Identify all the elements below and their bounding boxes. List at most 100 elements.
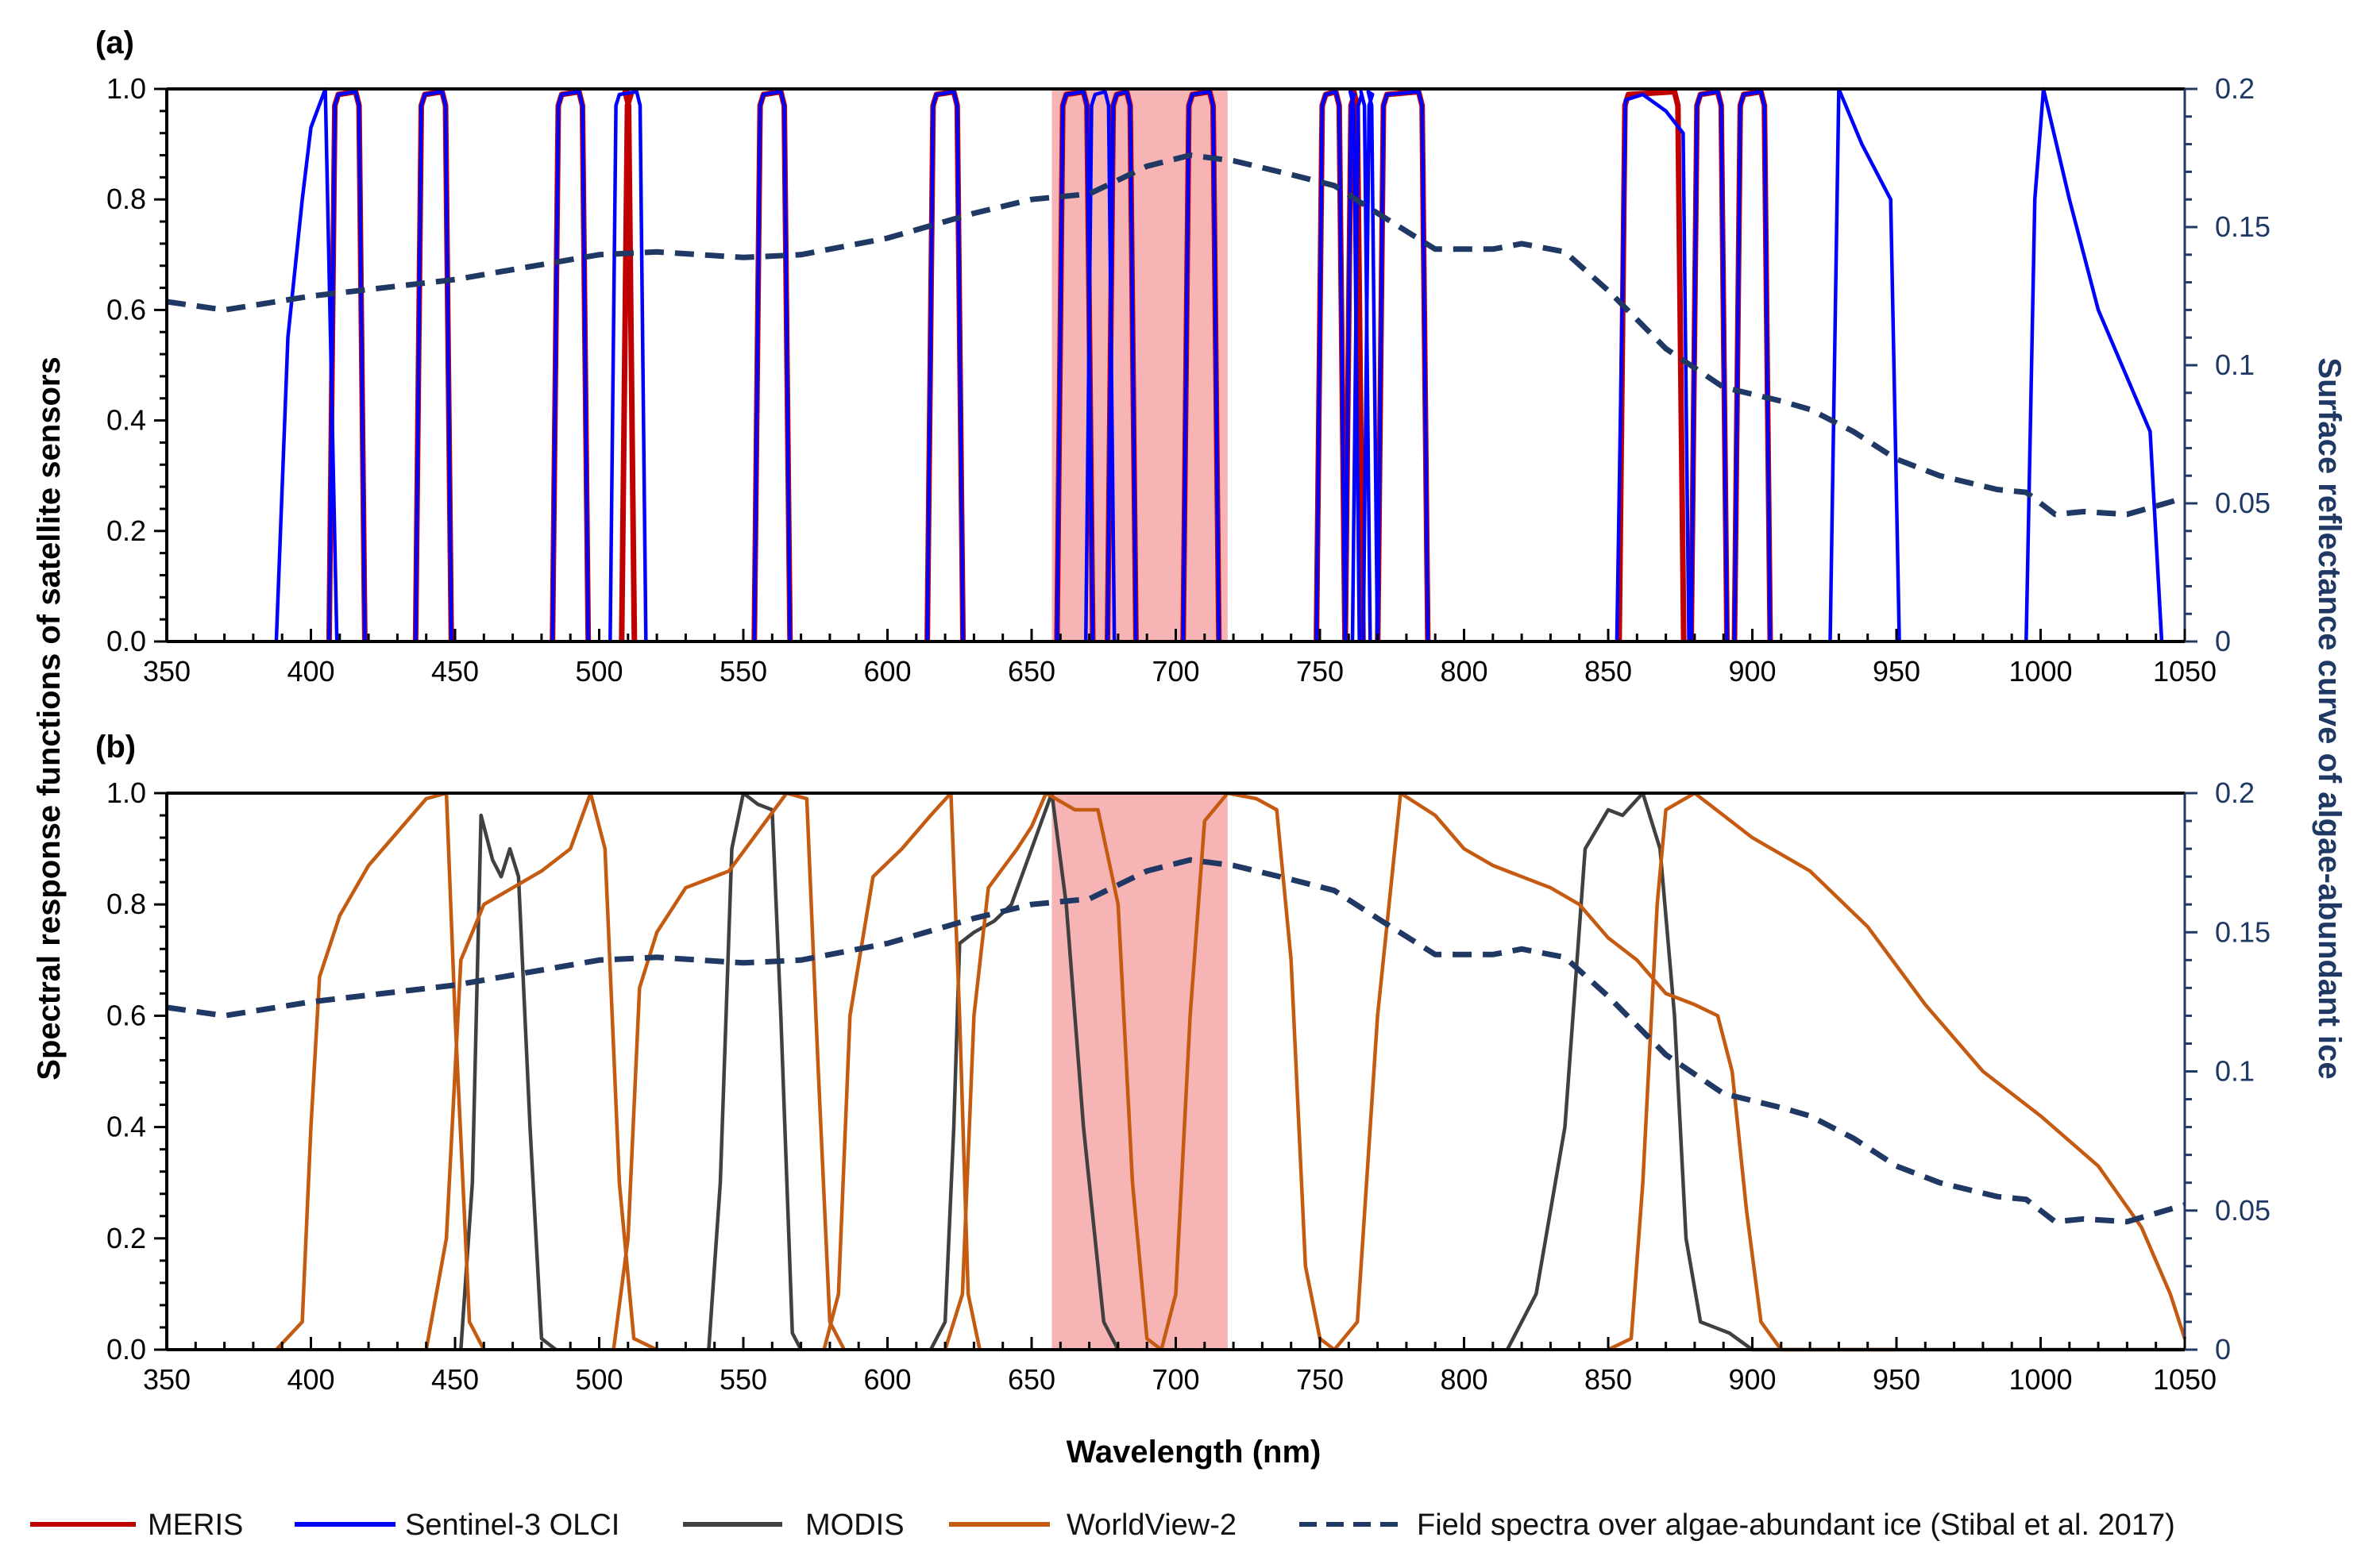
legend-label: MERIS xyxy=(148,1508,243,1542)
x-tick-label: 350 xyxy=(143,1363,191,1396)
legend: MERIS Sentinel-3 OLCI MODIS WorldView-2 Fiel… xyxy=(30,1508,2175,1542)
band-curve xyxy=(327,90,367,642)
panel-label: (b) xyxy=(95,730,136,765)
band-curve xyxy=(550,90,590,642)
band-curve xyxy=(1361,90,1379,642)
y-tick-label: 0.2 xyxy=(106,1222,146,1254)
field-spectra-line xyxy=(166,152,2186,518)
series-modis xyxy=(459,791,2185,1352)
x-tick-label: 450 xyxy=(431,655,479,688)
y2-tick-label: 0.15 xyxy=(2215,210,2271,243)
x-tick-label: 900 xyxy=(1728,655,1776,688)
x-tick-label: 850 xyxy=(1584,1363,1632,1396)
x-tick-label: 600 xyxy=(863,655,911,688)
highlight-band xyxy=(1051,89,1228,641)
x-tick-label: 950 xyxy=(1873,1363,1920,1396)
x-tick-label: 500 xyxy=(575,655,623,688)
x-tick-label: 450 xyxy=(431,1363,479,1396)
band-curve xyxy=(459,813,558,1351)
y-tick-label: 0.4 xyxy=(106,1111,146,1143)
y-tick-label: 0.2 xyxy=(106,514,146,547)
band-curve xyxy=(608,90,648,642)
band-curve xyxy=(2024,87,2164,642)
y-tick-label: 1.0 xyxy=(106,776,146,809)
x-tick-label: 750 xyxy=(1296,1363,1344,1396)
y2-tick-label: 0 xyxy=(2215,625,2231,657)
series-meris xyxy=(326,89,1773,642)
y-tick-label: 0.8 xyxy=(106,183,146,215)
y-tick-label: 0.6 xyxy=(106,999,146,1031)
y-tick-label: 1.0 xyxy=(106,72,146,105)
band-curve xyxy=(752,90,793,642)
band-curve xyxy=(1375,90,1430,642)
band-curve xyxy=(1689,90,1729,642)
x-tick-label: 900 xyxy=(1728,1363,1776,1396)
band-curve xyxy=(424,791,658,1352)
x-tick-label: 400 xyxy=(287,1363,334,1396)
band-curve xyxy=(1181,90,1221,642)
legend-label: Sentinel-3 OLCI xyxy=(405,1508,619,1542)
x-tick-label: 400 xyxy=(287,655,334,688)
x-tick-label: 500 xyxy=(575,1363,623,1396)
series-sentinel-3-olci xyxy=(274,87,2164,642)
field-spectra-line xyxy=(166,857,2186,1225)
band-curve xyxy=(1732,90,1773,642)
band-curve xyxy=(414,90,453,642)
panel-label: (a) xyxy=(95,25,134,60)
y-tick-label: 0.6 xyxy=(106,293,146,326)
y-tick-label: 0.8 xyxy=(106,888,146,920)
x-tick-label: 850 xyxy=(1584,655,1632,688)
band-curve xyxy=(274,87,339,642)
x-tick-label: 600 xyxy=(863,1363,911,1396)
x-tick-label: 550 xyxy=(720,1363,767,1396)
x-tick-label: 350 xyxy=(143,655,191,688)
panel-b: (b) 350 400 450 500 550 600 650 700 750 800 850 900 9… xyxy=(95,730,2271,1396)
x-tick-label: 550 xyxy=(720,655,767,688)
band-curve xyxy=(1616,89,1687,642)
band-curve xyxy=(1375,89,1431,642)
x-tick-label: 1050 xyxy=(2153,655,2217,688)
x-tick-label: 800 xyxy=(1440,1363,1487,1396)
legend-item: Field spectra over algae-abundant ice (S… xyxy=(1299,1508,2175,1542)
band-curve xyxy=(1314,90,1347,642)
band-curve xyxy=(1607,791,2187,1352)
y2-tick-label: 0.2 xyxy=(2215,776,2255,809)
band-curve xyxy=(1159,791,1336,1351)
band-curve xyxy=(822,791,982,1350)
x-tick-label: 700 xyxy=(1152,1363,1199,1396)
x-tick-label: 700 xyxy=(1152,655,1199,688)
y2-tick-label: 0.05 xyxy=(2215,1194,2271,1227)
panel-a: (a) 350 400 450 500 550 600 650 700 750 800 850 900 9… xyxy=(95,25,2271,688)
band-curve xyxy=(1083,90,1117,642)
y2-tick-label: 0.2 xyxy=(2215,72,2255,105)
y2-tick-label: 0.05 xyxy=(2215,487,2271,519)
x-tick-label: 800 xyxy=(1440,655,1487,688)
band-curve xyxy=(275,791,486,1351)
legend-item: Sentinel-3 OLCI xyxy=(295,1508,619,1542)
y2-tick-label: 0.15 xyxy=(2215,915,2271,948)
band-curve xyxy=(707,791,803,1351)
x-tick-label: 750 xyxy=(1296,655,1344,688)
legend-label: Field spectra over algae-abundant ice (S… xyxy=(1417,1508,2175,1542)
band-curve xyxy=(1615,92,1691,642)
x-axis-label: Wavelength (nm) xyxy=(1067,1435,1321,1470)
x-tick-label: 650 xyxy=(1008,1363,1055,1396)
band-curve xyxy=(928,791,1120,1351)
legend-item: MERIS xyxy=(30,1508,243,1542)
band-curve xyxy=(1105,90,1138,642)
series-field-spectra-over-algae-abundant-ice-stibal-et-al-2017- xyxy=(166,152,2186,518)
y-axis-label: Spectral response functions of satellite… xyxy=(32,356,67,1080)
band-curve xyxy=(612,791,846,1351)
x-tick-label: 1050 xyxy=(2153,1363,2217,1396)
band-curve xyxy=(925,90,965,642)
band-curve xyxy=(619,89,638,642)
series-field-spectra-over-algae-abundant-ice-stibal-et-al-2017- xyxy=(166,857,2186,1225)
x-tick-label: 950 xyxy=(1873,655,1920,688)
x-tick-label: 650 xyxy=(1008,655,1055,688)
y-tick-label: 0.0 xyxy=(106,625,146,657)
x-tick-label: 1000 xyxy=(2008,1363,2072,1396)
band-curve xyxy=(1350,90,1372,642)
legend-label: MODIS xyxy=(805,1508,905,1542)
legend-item: WorldView-2 xyxy=(949,1508,1237,1542)
